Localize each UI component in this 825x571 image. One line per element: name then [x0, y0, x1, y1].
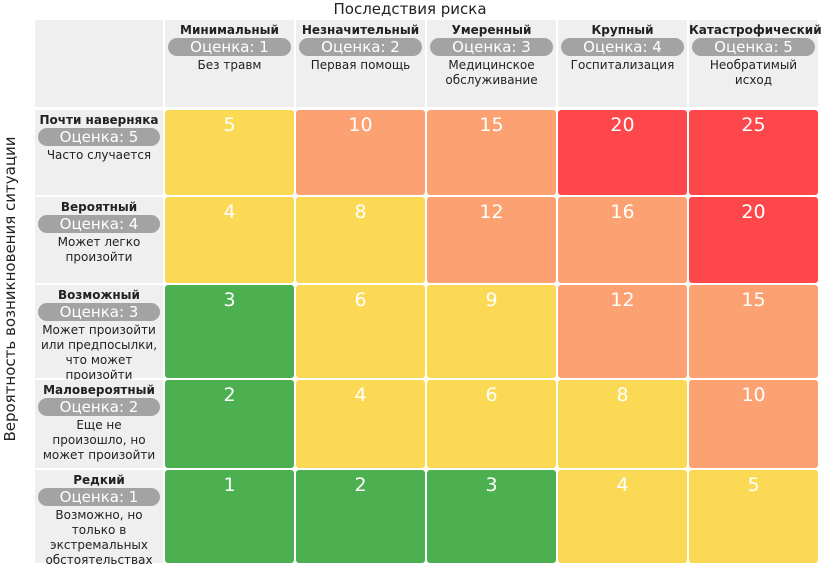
corner: [35, 20, 163, 107]
column-header: Катастрофический Оценка: 5 Необратимый исх…: [689, 20, 822, 107]
risk-cell: 8: [296, 197, 425, 283]
header-description: Еще не произошло, но может произойти: [42, 418, 156, 462]
header-name: Возможный: [58, 288, 140, 302]
risk-cell: 4: [296, 380, 425, 468]
risk-cell: 12: [558, 285, 687, 378]
header-name: Почти наверняка: [39, 113, 159, 127]
score-pill: Оценка: 2: [299, 38, 422, 56]
risk-cell: 9: [427, 285, 556, 378]
row-header: Возможный Оценка: 3 Может произойти или пр…: [35, 285, 163, 382]
risk-cell: 10: [689, 380, 818, 468]
risk-cell: 4: [558, 470, 687, 563]
header-name: Катастрофический: [689, 23, 822, 37]
header-name: Крупный: [591, 23, 654, 37]
row-header: Маловероятный Оценка: 2 Еще не произошло, …: [35, 380, 163, 468]
header-name: Незначительный: [301, 23, 420, 37]
header-name: Маловероятный: [43, 383, 155, 397]
header-description: Часто случается: [46, 148, 152, 162]
score-pill: Оценка: 5: [38, 128, 160, 146]
risk-cell: 3: [165, 285, 294, 378]
risk-cell: 15: [427, 110, 556, 195]
risk-cell: 5: [165, 110, 294, 195]
header-description: Первая помощь: [310, 58, 411, 72]
score-pill: Оценка: 3: [430, 38, 553, 56]
risk-cell: 16: [558, 197, 687, 283]
side-label: Вероятность возникновения ситуации: [1, 136, 19, 442]
risk-cell: 20: [558, 110, 687, 195]
header-description: Медицинское обслуживание: [445, 58, 538, 87]
risk-cell: 6: [427, 380, 556, 468]
score-pill: Оценка: 1: [38, 488, 160, 506]
score-pill: Оценка: 4: [561, 38, 684, 56]
score-pill: Оценка: 3: [38, 303, 160, 321]
header-name: Минимальный: [180, 23, 279, 37]
risk-cell: 8: [558, 380, 687, 468]
row-header: Вероятный Оценка: 4 Может легко произойти: [35, 197, 163, 283]
header-description: Госпитализация: [570, 58, 675, 72]
risk-cell: 2: [165, 380, 294, 468]
row-header: Почти наверняка Оценка: 5 Часто случается: [35, 110, 163, 195]
header-name: Вероятный: [60, 200, 138, 214]
risk-cell: 5: [689, 470, 818, 563]
header-name: Умеренный: [451, 23, 532, 37]
score-pill: Оценка: 4: [38, 215, 160, 233]
column-header: Минимальный Оценка: 1 Без травм: [165, 20, 294, 107]
score-pill: Оценка: 2: [38, 398, 160, 416]
column-header: Незначительный Оценка: 2 Первая помощь: [296, 20, 425, 107]
risk-cell: 12: [427, 197, 556, 283]
risk-cell: 2: [296, 470, 425, 563]
header-description: Может произойти или предпосылки, что мож…: [41, 323, 158, 382]
header-description: Без травм: [197, 58, 262, 72]
risk-cell: 3: [427, 470, 556, 563]
column-header: Крупный Оценка: 4 Госпитализация: [558, 20, 687, 107]
risk-cell: 1: [165, 470, 294, 563]
score-pill: Оценка: 1: [168, 38, 291, 56]
column-header: Умеренный Оценка: 3 Медицинское обслуживан…: [427, 20, 556, 107]
title: Последствия риска: [333, 0, 487, 18]
score-pill: Оценка: 5: [692, 38, 815, 56]
risk-cell: 4: [165, 197, 294, 283]
row-header: Редкий Оценка: 1 Возможно, но только в экс…: [35, 470, 163, 567]
header-description: Необратимый исход: [709, 58, 798, 87]
risk-cell: 25: [689, 110, 818, 195]
risk-cell: 6: [296, 285, 425, 378]
risk-cell: 10: [296, 110, 425, 195]
risk-cell: 15: [689, 285, 818, 378]
header-description: Может легко произойти: [57, 235, 141, 264]
risk-cell: 20: [689, 197, 818, 283]
header-name: Редкий: [73, 473, 125, 487]
header-description: Возможно, но только в экстремальных обст…: [45, 508, 153, 567]
